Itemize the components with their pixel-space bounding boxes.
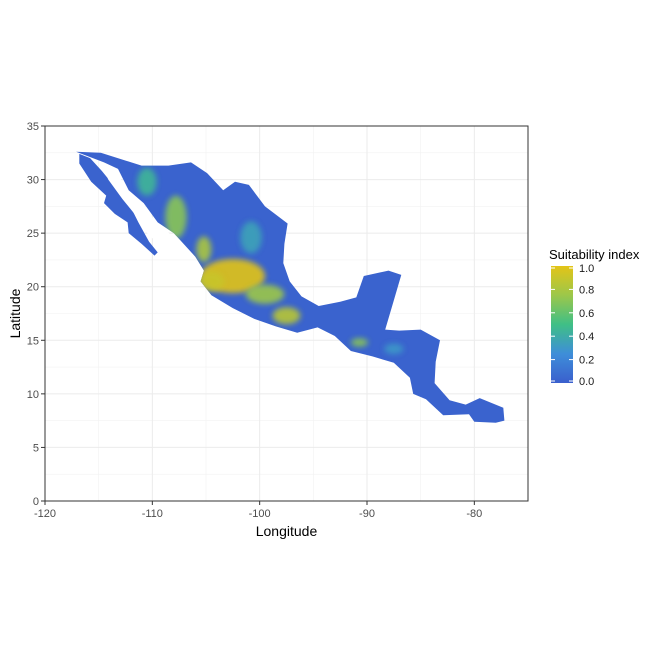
x-tick-label: -80 <box>466 508 482 520</box>
legend-label: 0.0 <box>579 376 594 388</box>
suitability-hotspot <box>196 236 212 263</box>
legend: Suitability index 1.0 0.8 0.6 0.4 0.2 0.0 <box>549 247 640 388</box>
x-axis: -120 -110 -100 -90 -80 <box>34 501 482 520</box>
panel-frame <box>44 125 529 502</box>
panel-border <box>44 125 529 502</box>
y-tick-label: 0 <box>33 496 39 508</box>
suitability-hotspot <box>137 167 157 196</box>
suitability-hotspot <box>198 271 225 291</box>
suitability-hotspot <box>384 343 404 355</box>
legend-label: 0.6 <box>579 308 594 320</box>
suitability-hotspot <box>240 221 262 254</box>
y-tick-label: 5 <box>33 442 39 454</box>
x-tick-label: -100 <box>249 508 271 520</box>
x-tick-label: -90 <box>359 508 375 520</box>
x-tick-label: -120 <box>34 508 56 520</box>
legend-label: 0.8 <box>579 284 594 296</box>
legend-label: 0.2 <box>579 355 594 367</box>
gulf-of-california <box>101 164 172 244</box>
legend-label: 1.0 <box>579 263 594 275</box>
y-axis-title: Latitude <box>7 288 23 338</box>
legend-colorbar <box>551 266 573 383</box>
y-tick-label: 20 <box>27 282 39 294</box>
y-tick-label: 30 <box>27 175 39 187</box>
x-axis-title: Longitude <box>256 523 318 539</box>
suitability-hotspot <box>272 307 301 325</box>
legend-title: Suitability index <box>549 247 640 262</box>
y-tick-label: 35 <box>27 121 39 133</box>
y-tick-label: 25 <box>27 228 39 240</box>
suitability-hotspot <box>165 195 187 239</box>
suitability-hotspot <box>245 284 285 304</box>
suitability-hotspot <box>350 338 369 347</box>
x-tick-label: -110 <box>142 508 163 520</box>
legend-label: 0.4 <box>579 331 594 343</box>
y-tick-label: 15 <box>27 335 39 347</box>
y-axis: 0 5 10 15 20 25 30 35 <box>27 121 45 508</box>
y-tick-label: 10 <box>27 389 39 401</box>
